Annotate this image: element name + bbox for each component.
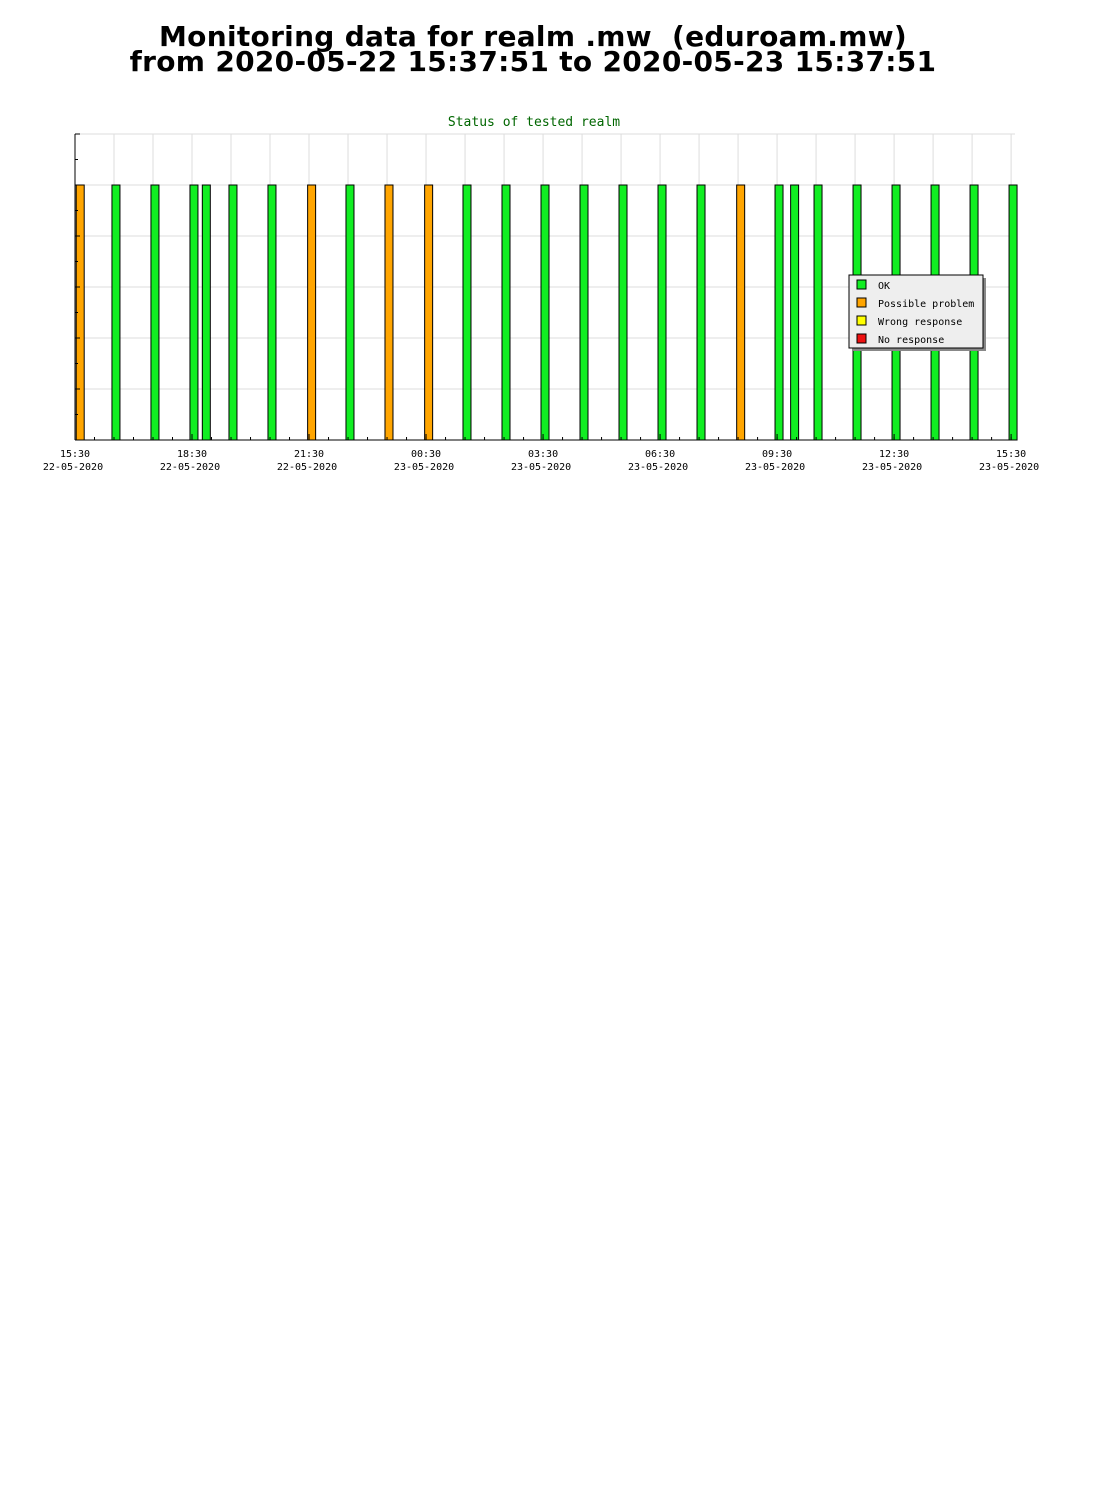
page-title-line2: from 2020-05-22 15:37:51 to 2020-05-23 1… [129, 45, 937, 78]
legend-box [848, 274, 984, 349]
x-tick-label-date: 23-05-2020 [862, 462, 922, 473]
x-tick-label-date: 23-05-2020 [745, 462, 805, 473]
bar-ok [228, 184, 238, 441]
bar-ok [540, 184, 550, 441]
bar-ok [657, 184, 667, 441]
x-tick-label-time: 15:30 [60, 449, 90, 460]
x-tick-label-date: 22-05-2020 [160, 462, 220, 473]
x-tick-labels: 15:30 22-05-2020 18:30 22-05-2020 21:30 22-05… [43, 434, 1039, 473]
bar-ok [201, 184, 211, 441]
page-title-line1: Monitoring data for realm .mw (eduroam.m… [159, 20, 907, 53]
legend-swatch [856, 297, 867, 308]
x-tick-label-date: 23-05-2020 [628, 462, 688, 473]
legend-label: Possible problem [878, 299, 974, 310]
bar-ok [774, 184, 784, 441]
bar-possible-problem [736, 184, 746, 441]
legend-label: No response [878, 335, 944, 346]
legend-label: OK [878, 281, 890, 292]
bar-ok [579, 184, 589, 441]
legend-label: Wrong response [878, 317, 962, 328]
bar-ok [790, 184, 800, 441]
legend: OK Possible problem Wrong response No respo… [848, 274, 986, 351]
x-tick-label-date: 22-05-2020 [43, 462, 103, 473]
x-tick-label-date: 23-05-2020 [979, 462, 1039, 473]
x-tick-label-date: 23-05-2020 [394, 462, 454, 473]
x-tick-label-time: 00:30 [411, 449, 441, 460]
x-tick-label-time: 09:30 [762, 449, 792, 460]
chart-title: Status of tested realm [448, 115, 620, 130]
bar-ok [696, 184, 706, 441]
x-tick-label-time: 06:30 [645, 449, 675, 460]
bar-ok [813, 184, 823, 441]
bar-ok [462, 184, 472, 441]
bar-ok [618, 184, 628, 441]
page-header: Monitoring data for realm .mw (eduroam.m… [0, 20, 1066, 78]
x-tick-label-time: 18:30 [177, 449, 207, 460]
status-chart: Status of tested realm 15:30 22-05-2020 18… [43, 115, 1039, 473]
bar-ok [1008, 184, 1018, 441]
bar-ok [501, 184, 511, 441]
bar-ok [345, 184, 355, 441]
x-tick-label-time: 21:30 [294, 449, 324, 460]
x-tick-label-time: 03:30 [528, 449, 558, 460]
bar-possible-problem [307, 184, 317, 441]
x-tick-label-date: 23-05-2020 [511, 462, 571, 473]
bar-possible-problem [424, 184, 434, 441]
bar-possible-problem [384, 184, 394, 441]
legend-swatch [856, 333, 867, 344]
bar-ok [111, 184, 121, 441]
x-tick-label-time: 15:30 [996, 449, 1026, 460]
bar-ok [189, 184, 199, 441]
legend-swatch [856, 279, 867, 290]
x-tick-label-time: 12:30 [879, 449, 909, 460]
bar-ok [150, 184, 160, 441]
bar-ok [267, 184, 277, 441]
legend-swatch [856, 315, 867, 326]
x-tick-label-date: 22-05-2020 [277, 462, 337, 473]
